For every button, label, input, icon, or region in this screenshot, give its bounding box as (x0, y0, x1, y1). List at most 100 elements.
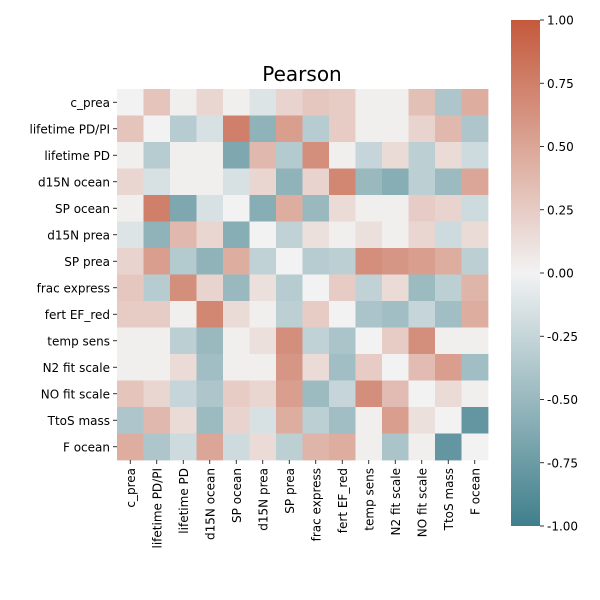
heatmap-cell (170, 221, 197, 249)
heatmap-cell (355, 433, 383, 461)
heatmap-cell (196, 248, 224, 275)
heatmap-cell (276, 380, 303, 408)
y-tick-label: lifetime PD/PI (30, 122, 111, 136)
heatmap-cell (461, 274, 489, 302)
heatmap-cell (143, 301, 171, 328)
heatmap-cell (302, 433, 330, 461)
x-tick-label: SP ocean (230, 468, 244, 523)
heatmap-cell (382, 115, 409, 143)
heatmap-cell (117, 433, 144, 461)
heatmap-cell (223, 407, 250, 434)
heatmap-cell (355, 248, 383, 275)
heatmap-cell (435, 89, 462, 116)
heatmap-cell (382, 248, 409, 275)
heatmap-cell (143, 168, 171, 196)
y-tick-label: lifetime PD (44, 149, 110, 163)
heatmap-cell (382, 354, 409, 381)
heatmap-cell (302, 221, 330, 249)
heatmap-cell (408, 407, 436, 434)
y-tick-label: fert EF_red (45, 308, 110, 322)
heatmap-cell (461, 327, 489, 355)
heatmap-cell (355, 274, 383, 302)
heatmap-cell (382, 407, 409, 434)
y-tick-label: c_prea (70, 96, 110, 110)
heatmap-cell (223, 433, 250, 461)
heatmap-cell (223, 327, 250, 355)
heatmap-cell (408, 327, 436, 355)
heatmap-cell (117, 380, 144, 408)
colorbar-tick-label: 0.00 (547, 267, 574, 281)
heatmap-cell (249, 221, 277, 249)
heatmap-cell (329, 195, 356, 222)
heatmap-cell (249, 407, 277, 434)
heatmap-cell (382, 327, 409, 355)
y-tick-label: SP ocean (55, 202, 110, 216)
heatmap-cell (382, 274, 409, 302)
heatmap-cell (170, 433, 197, 461)
heatmap-cell (276, 142, 303, 169)
heatmap-cell (355, 221, 383, 249)
heatmap-cell (143, 380, 171, 408)
heatmap-cell (302, 301, 330, 328)
heatmap-cell (276, 248, 303, 275)
heatmap-cell (117, 89, 144, 116)
heatmap-cell (355, 89, 383, 116)
heatmap-cell (329, 168, 356, 196)
heatmap-cell (302, 89, 330, 116)
heatmap-cell (117, 221, 144, 249)
x-tick-label: lifetime PD (177, 468, 191, 534)
heatmap-cell (408, 89, 436, 116)
heatmap-cell (143, 221, 171, 249)
heatmap-cell (143, 433, 171, 461)
heatmap-cell (382, 380, 409, 408)
heatmap-cell (435, 142, 462, 169)
x-tick-label: F ocean (468, 468, 482, 515)
heatmap-cell (196, 89, 224, 116)
heatmap-cell (276, 407, 303, 434)
colorbar-gradient (511, 20, 540, 526)
heatmap-cell (302, 327, 330, 355)
colorbar-tick-label: -0.50 (547, 393, 578, 407)
heatmap-cell (355, 195, 383, 222)
heatmap-cell (355, 380, 383, 408)
x-tick-label: c_prea (124, 468, 138, 508)
heatmap-cell (435, 221, 462, 249)
heatmap-cell (276, 89, 303, 116)
heatmap-cell (196, 354, 224, 381)
heatmap-cell (408, 221, 436, 249)
heatmap-cell (143, 115, 171, 143)
heatmap-cell (170, 248, 197, 275)
heatmap-cell (355, 115, 383, 143)
heatmap-cell (408, 195, 436, 222)
heatmap-cell (249, 89, 277, 116)
heatmap-cell (170, 274, 197, 302)
heatmap-cell (355, 407, 383, 434)
heatmap-cell (329, 433, 356, 461)
y-axis-tick-labels: c_prea lifetime PD/PI lifetime PD d15N ocea… (30, 96, 117, 454)
x-tick-label: temp sens (362, 468, 376, 531)
heatmap-cell (302, 380, 330, 408)
heatmap-cell (276, 168, 303, 196)
heatmap-cell (117, 115, 144, 143)
heatmap-cell (435, 248, 462, 275)
heatmap-cell (143, 195, 171, 222)
heatmap-cell (196, 274, 224, 302)
heatmap-cell (276, 301, 303, 328)
heatmap-cell (382, 433, 409, 461)
heatmap-cell (461, 115, 489, 143)
heatmap-cell (223, 274, 250, 302)
heatmap-cell (143, 274, 171, 302)
heatmap-cell (329, 89, 356, 116)
heatmap-cell (408, 354, 436, 381)
heatmap-cell (223, 115, 250, 143)
heatmap-cell (329, 380, 356, 408)
heatmap-cell (329, 354, 356, 381)
heatmap-cell (276, 274, 303, 302)
x-tick-label: frac express (309, 468, 323, 541)
heatmap-cell (329, 248, 356, 275)
y-tick-label: NO fit scale (41, 387, 110, 401)
heatmap-cell (117, 248, 144, 275)
heatmap-cell (249, 115, 277, 143)
y-tick-label: temp sens (47, 334, 110, 348)
